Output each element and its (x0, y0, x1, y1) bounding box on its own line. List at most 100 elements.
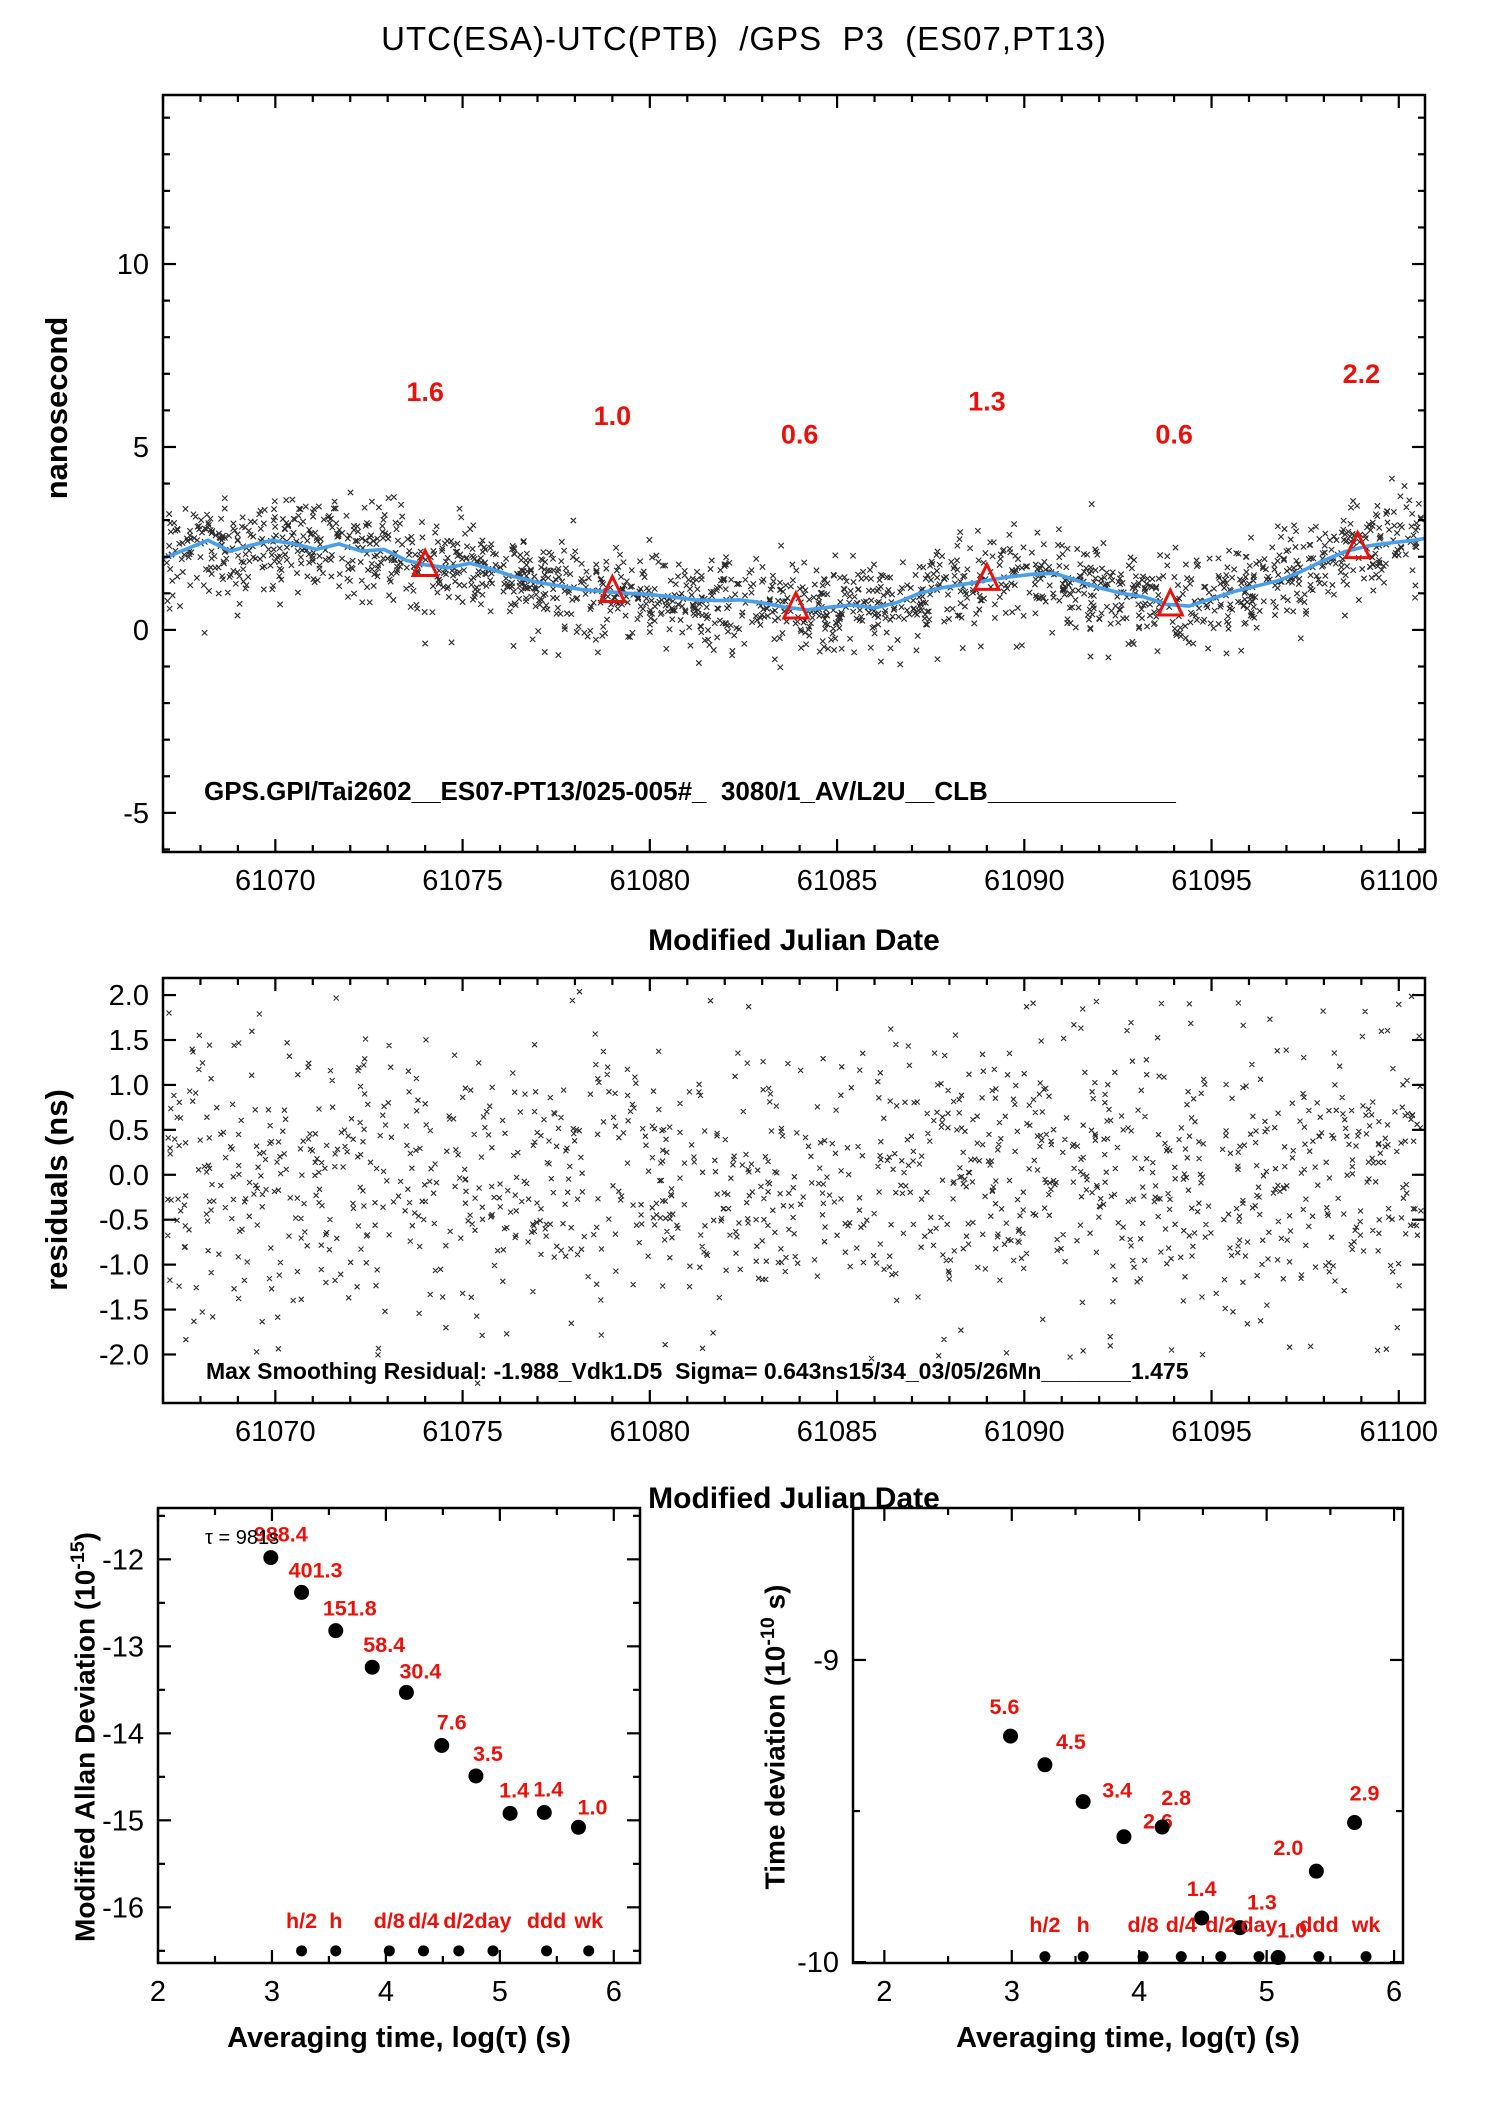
tdev-data-point (1003, 1728, 1019, 1744)
mdev-data-point (468, 1768, 484, 1784)
phase-value-label: 0.6 (781, 419, 819, 449)
tdev-data-point (1116, 1829, 1132, 1845)
mdev-ytick-label: -16 (102, 1892, 144, 1924)
dataset-annotation: GPS.GPI/Tai2602__ES07-PT13/025-005#_ 308… (204, 776, 1176, 806)
tdev-yaxis-title: Time deviation (10-10 s) (747, 1457, 791, 2017)
residuals-panel (164, 988, 1424, 1387)
tdev-data-point (1270, 1950, 1286, 1966)
residuals-xtick-label: 61090 (984, 1416, 1065, 1448)
tdev-ytick-label: -10 (797, 1947, 839, 1979)
mdev-time-marker-label: d/2 (443, 1909, 474, 1933)
phase-xtick-label: 61085 (797, 865, 878, 897)
residuals-xtick-label: 61070 (235, 1416, 316, 1448)
mdev-data-point (434, 1738, 450, 1754)
tdev-data-point (1037, 1757, 1053, 1773)
residual-sigma-annotation: Max Smoothing Residual: -1.988_Vdk1.D5 S… (206, 1358, 1189, 1384)
mdev-data-point (398, 1684, 414, 1700)
mdev-data-point (570, 1819, 586, 1835)
residuals-xtick-label: 61085 (797, 1416, 878, 1448)
tdev-time-marker-label: d/2 (1205, 1913, 1236, 1937)
tdev-value-label: 1.3 (1247, 1891, 1277, 1915)
tdev-xtick-label: 4 (1131, 1976, 1147, 2008)
tdev-data-point (1232, 1920, 1248, 1936)
tdev-value-label: 5.6 (990, 1695, 1020, 1719)
residuals-xtick-label: 61080 (609, 1416, 690, 1448)
tdev-xaxis-title: Averaging time, log(τ) (s) (956, 2022, 1300, 2054)
mdev-xtick-label: 2 (150, 1976, 166, 2008)
mdev-xaxis-title: Averaging time, log(τ) (s) (227, 2022, 571, 2054)
tdev-time-marker-dot (1175, 1951, 1187, 1963)
tdev-value-label: 4.5 (1056, 1730, 1086, 1754)
calibration-triangle (597, 573, 627, 603)
tdev-time-marker-label: h/2 (1029, 1913, 1060, 1937)
mdev-data-point (263, 1550, 279, 1566)
mdev-value-label: 1.4 (499, 1778, 529, 1802)
mdev-time-marker-dot (296, 1945, 308, 1957)
tdev-value-label: 1.4 (1187, 1877, 1217, 1901)
tdev-xtick-label: 6 (1386, 1976, 1402, 2008)
tdev-time-marker-dot (1077, 1951, 1089, 1963)
phase-value-label: 0.6 (1155, 419, 1193, 449)
phase-ytick-label: 10 (117, 249, 149, 281)
residuals-ytick-label: -2.0 (99, 1339, 149, 1371)
mdev-yaxis-title-exponent: -15 (67, 1541, 89, 1570)
mdev-time-marker-label: wk (573, 1909, 603, 1933)
mdev-value-label: 58.4 (363, 1633, 405, 1657)
mdev-xtick-label: 5 (492, 1976, 508, 2008)
phase-xtick-label: 61070 (235, 865, 316, 897)
tdev-value-label: 2.0 (1273, 1836, 1303, 1860)
residuals-ytick-label: 1.5 (109, 1025, 149, 1057)
mdev-time-marker-dot (583, 1945, 595, 1957)
residuals-ytick-label: 2.0 (109, 980, 149, 1012)
mdev-data-point (502, 1805, 518, 1821)
mdev-value-label: 1.4 (533, 1777, 563, 1801)
mdev-value-label: 1.0 (578, 1795, 608, 1819)
residuals-ytick-label: 0.0 (109, 1160, 149, 1192)
calibration-triangle (1343, 529, 1372, 560)
mdev-value-label: 30.4 (399, 1659, 441, 1683)
mdev-value-label: 988.4 (254, 1523, 308, 1547)
phase-ytick-label: -5 (123, 798, 149, 830)
mdev-time-marker-label: day (474, 1909, 511, 1933)
tdev-data-point (1308, 1863, 1324, 1879)
tdev-value-label: 1.0 (1277, 1919, 1307, 1943)
calibration-triangle (410, 547, 440, 578)
phase-xtick-label: 61090 (984, 865, 1065, 897)
tdev-time-marker-label: ddd (1299, 1913, 1338, 1937)
tdev-ytick-label: -9 (813, 1645, 839, 1677)
tdev-time-marker-label: wk (1351, 1913, 1381, 1937)
phase-xtick-label: 61080 (609, 865, 690, 897)
phase-frame: 61070 61075 61080 61085 61090 61095 61100 10 5 0 -… (117, 93, 1438, 897)
mdev-yaxis-title: Modified Allan Deviation (10-15) (57, 1437, 101, 2037)
phase-value-label: 1.0 (594, 401, 632, 431)
mdev-value-label: 151.8 (323, 1597, 377, 1621)
mid-yaxis-title: residuals (ns) (39, 1089, 74, 1291)
phase-scatter-points (163, 475, 1425, 671)
tdev-time-marker-label: h (1077, 1913, 1090, 1937)
tdev-time-marker-label: d/4 (1166, 1913, 1197, 1937)
calibration-triangle (1155, 586, 1185, 617)
mdev-value-label: 7.6 (437, 1711, 467, 1735)
mdev-ytick-label: -13 (102, 1631, 144, 1663)
tdev-xtick-label: 2 (876, 1976, 892, 2008)
tdev-data-point (1194, 1910, 1210, 1926)
residuals-ytick-label: 1.0 (109, 1070, 149, 1102)
tdev-yaxis-title-close: s) (759, 1584, 791, 1618)
top-xaxis-title: Modified Julian Date (648, 924, 940, 957)
mdev-frame: 2 3 4 5 6 -12 -13 -14 -15 -16 (102, 1506, 642, 2008)
tdev-time-marker-dot (1039, 1951, 1051, 1963)
tdev-time-marker-label: day (1240, 1913, 1277, 1937)
mdev-yaxis-title-close: ) (69, 1532, 101, 1542)
residuals-xtick-label: 61095 (1171, 1416, 1252, 1448)
mdev-yaxis-title-text: Modified Allan Deviation (10 (69, 1569, 101, 1942)
tdev-xtick-label: 5 (1259, 1976, 1275, 2008)
mdev-data-point (328, 1623, 344, 1639)
phase-value-label: 1.3 (968, 386, 1006, 416)
residuals-xtick-label: 61100 (1360, 1416, 1439, 1448)
mdev-panel: 988.4 401.3 151.8 58.430.4 7.63.5 1.4 1.4 1.0 h/… (254, 1523, 608, 1957)
residuals-ytick-label: -1.5 (99, 1295, 149, 1327)
mdev-data-point (294, 1584, 310, 1600)
tdev-data-point (1154, 1819, 1170, 1835)
mdev-time-marker-label: d/4 (408, 1909, 439, 1933)
